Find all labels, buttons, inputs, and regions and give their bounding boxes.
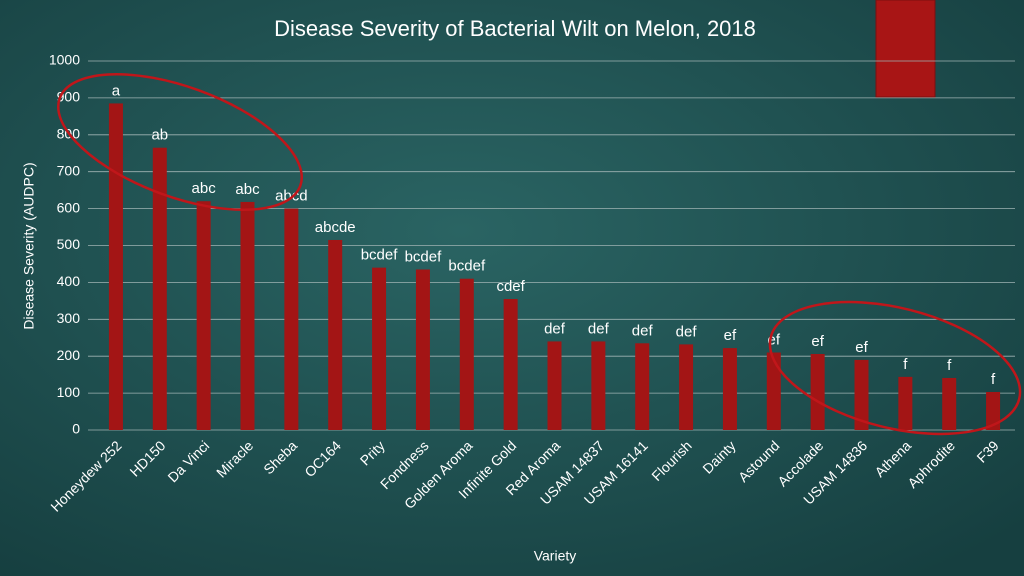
significance-letter: def — [588, 320, 610, 337]
significance-letter: f — [947, 357, 952, 374]
bar — [679, 344, 694, 430]
bar — [942, 377, 957, 430]
bar — [722, 348, 737, 430]
y-tick-label: 600 — [57, 199, 81, 215]
significance-letter: def — [544, 320, 566, 337]
y-tick-label: 700 — [57, 162, 81, 178]
significance-letter: abcde — [315, 219, 356, 236]
bar — [635, 343, 650, 430]
decoration — [875, 0, 936, 98]
significance-letter: ef — [855, 339, 868, 356]
y-tick-label: 200 — [57, 347, 81, 363]
bar — [196, 201, 211, 430]
y-tick-label: 0 — [72, 421, 80, 437]
bar — [372, 267, 387, 430]
y-tick-label: 1000 — [49, 52, 80, 68]
significance-letter: abc — [235, 181, 260, 198]
bar — [108, 103, 123, 430]
chart-title: Disease Severity of Bacterial Wilt on Me… — [274, 16, 756, 41]
significance-letter: def — [676, 323, 698, 340]
highlight-ellipse — [57, 73, 303, 211]
significance-letter: def — [632, 322, 654, 339]
bar — [415, 269, 430, 430]
bar — [591, 341, 606, 430]
significance-letter: a — [112, 82, 121, 99]
bar — [240, 201, 255, 430]
bar — [459, 278, 474, 430]
significance-letter: f — [903, 356, 908, 373]
significance-letter: bcdef — [405, 248, 443, 265]
significance-letter: bcdef — [361, 247, 399, 264]
bar — [503, 299, 518, 430]
bar — [766, 352, 781, 430]
significance-letter: bcdef — [448, 258, 486, 275]
y-tick-label: 400 — [57, 273, 81, 289]
significance-letter: cdef — [496, 278, 525, 295]
y-tick-label: 500 — [57, 236, 81, 252]
significance-letter: f — [991, 371, 996, 388]
bar — [986, 391, 1001, 430]
significance-letter: abc — [192, 180, 217, 197]
significance-letter: ab — [151, 127, 168, 144]
bar — [854, 359, 869, 430]
bar — [328, 239, 343, 430]
bar — [898, 376, 913, 430]
bar — [547, 341, 562, 430]
y-tick-label: 300 — [57, 310, 81, 326]
y-axis-label: Disease Severity (AUDPC) — [21, 162, 37, 329]
significance-letter: ef — [724, 327, 737, 344]
bar — [810, 353, 825, 430]
significance-letter: ef — [811, 333, 824, 350]
bar — [152, 147, 167, 430]
highlight-ellipse — [768, 300, 1022, 436]
y-tick-label: 100 — [57, 384, 81, 400]
x-axis-label: Variety — [534, 548, 577, 564]
bar — [284, 208, 299, 430]
